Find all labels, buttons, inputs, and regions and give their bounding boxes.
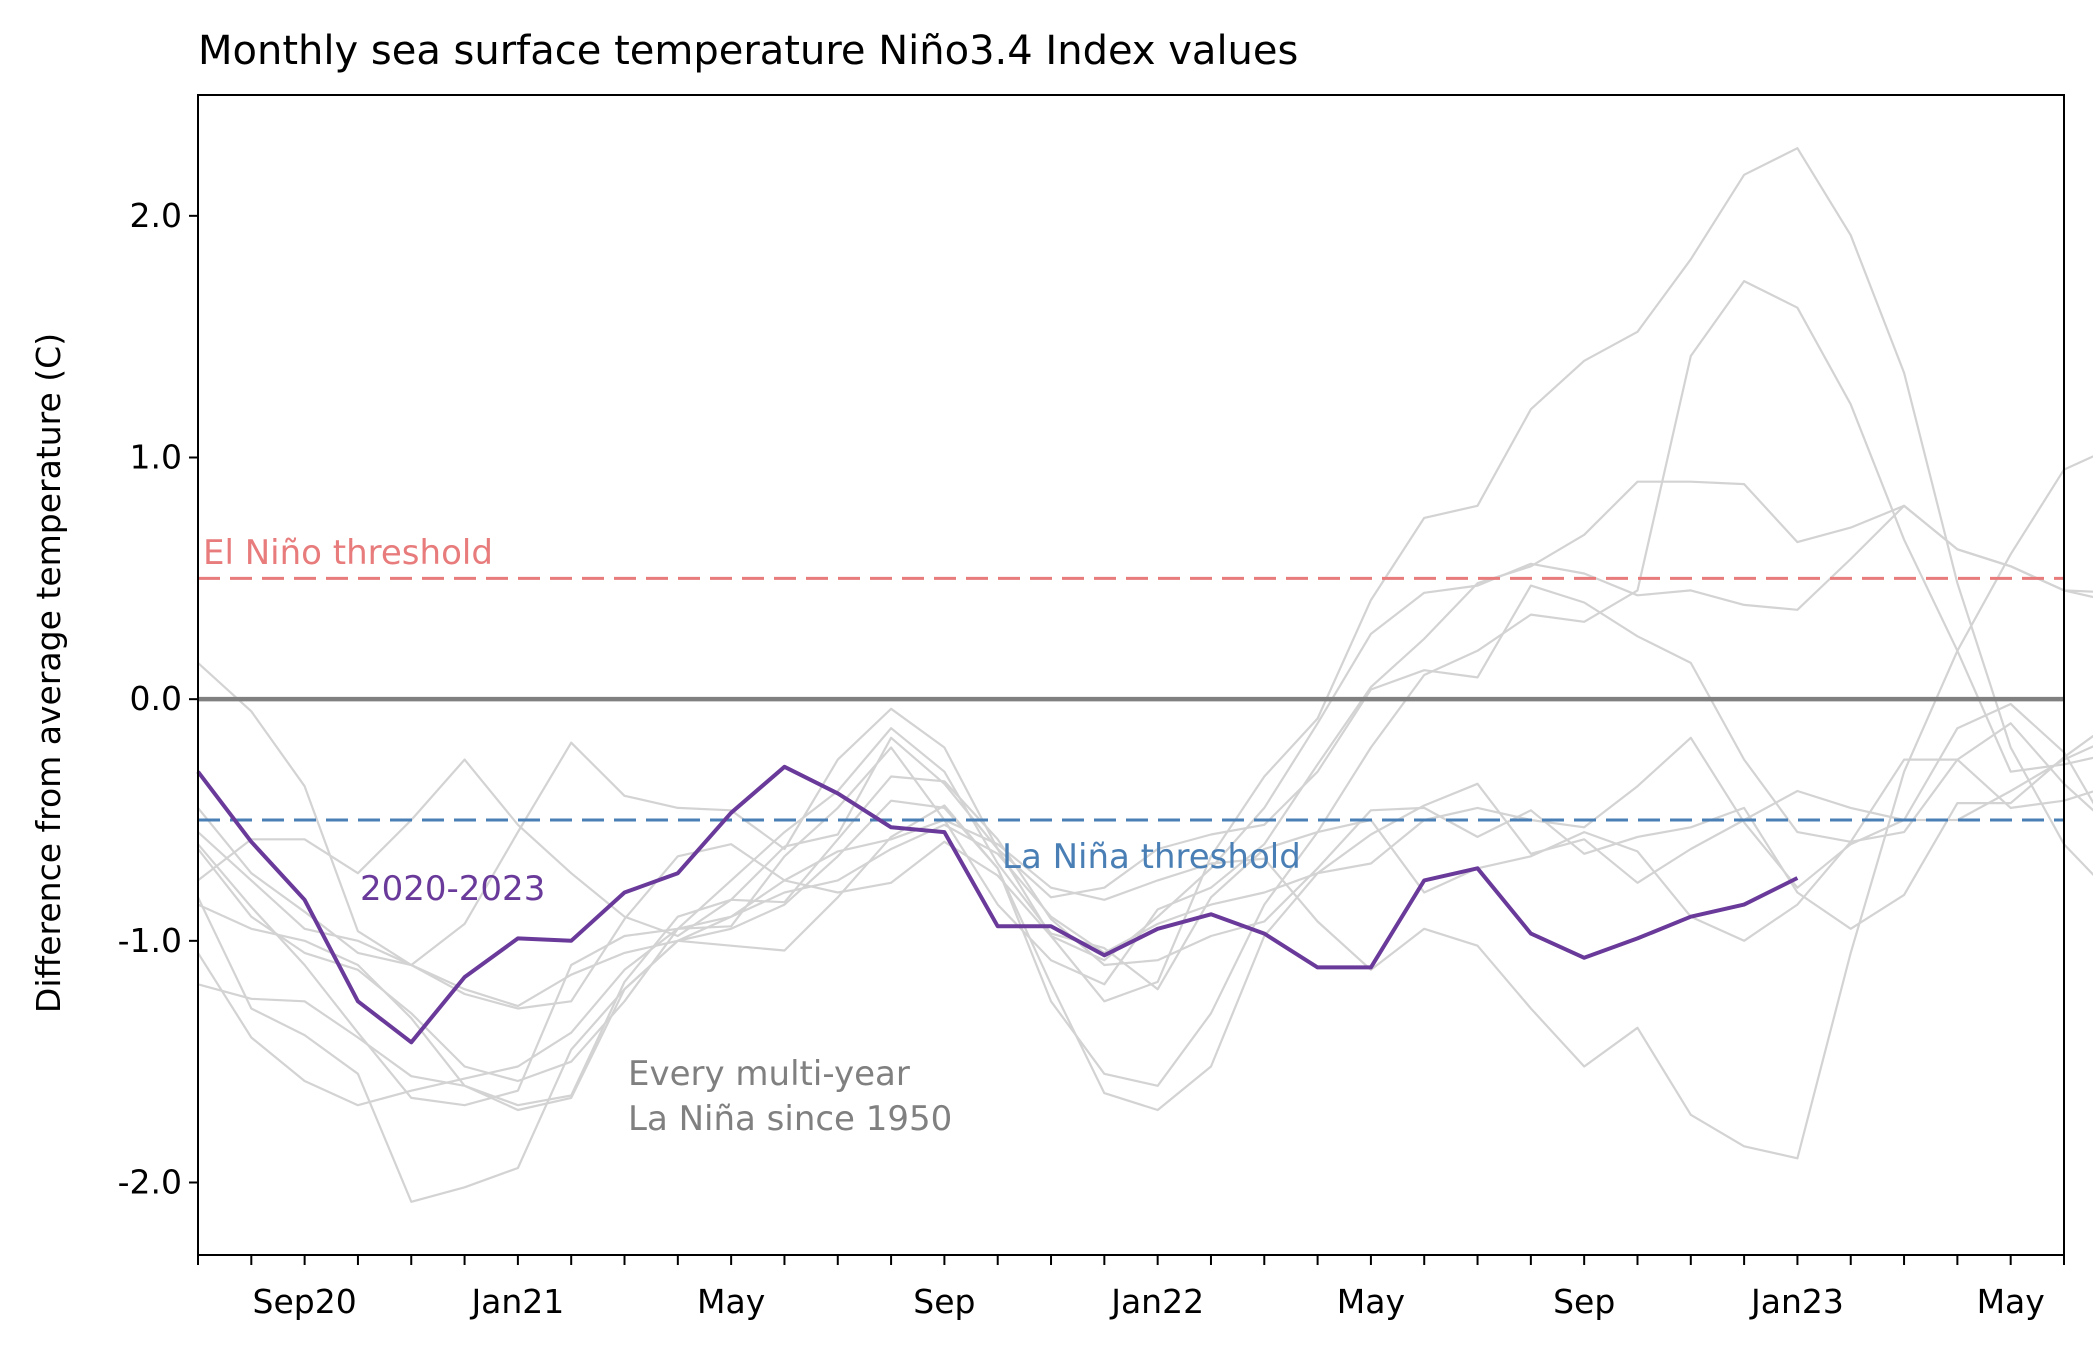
x-tick-label: May [1337, 1282, 1405, 1321]
background-line-7 [197, 702, 2093, 1203]
la-nina-threshold-label: La Niña threshold [1002, 837, 1301, 877]
reference-lines [198, 576, 2064, 822]
x-tick-label: May [1977, 1282, 2045, 1321]
x-tick-label: Jan21 [469, 1282, 564, 1321]
background-line-8 [197, 504, 2093, 1010]
background-lines [197, 147, 2093, 1203]
highlight-series [196, 764, 1799, 1045]
el-nino-threshold-label: El Niño threshold [203, 533, 493, 573]
background-series-label: Every multi-year La Niña since 1950 [628, 1054, 952, 1139]
series-label-2020-2023-line-1: 2020-2023 [360, 869, 545, 909]
y-tick-label: 2.0 [130, 196, 182, 235]
x-tick-label: Jan23 [1749, 1282, 1844, 1321]
background-line-3 [197, 584, 2093, 938]
chart-title: Monthly sea surface temperature Niño3.4 … [198, 28, 1298, 74]
series-line-2020-2023 [196, 764, 1799, 1045]
la-nina-threshold-label-line-1: La Niña threshold [1002, 837, 1301, 877]
background-line-4 [197, 727, 2093, 1083]
series-label-2020-2023: 2020-2023 [360, 869, 545, 909]
background-series-label-line-2: La Niña since 1950 [628, 1099, 952, 1139]
x-tick-label: Sep [913, 1282, 975, 1321]
y-tick-label: -1.0 [118, 921, 182, 960]
y-axis: 2.0 1.0 0.0 -1.0 -2.0 [118, 196, 198, 1202]
background-line-1 [197, 147, 2093, 1003]
annotations: 2020-2023 El Niño threshold La Niña thresh… [203, 533, 1301, 1139]
background-series-label-line-1: Every multi-year [628, 1054, 910, 1094]
background-line-10 [197, 455, 2093, 1160]
x-tick-label: May [697, 1282, 765, 1321]
background-line-9 [197, 280, 2093, 1112]
background-line-6 [197, 734, 2093, 1107]
x-tick-label: Sep [1553, 1282, 1615, 1321]
y-tick-label: 0.0 [130, 679, 182, 718]
background-line-2 [197, 480, 2093, 1107]
y-tick-label: -2.0 [118, 1163, 182, 1202]
x-tick-label: Sep20 [253, 1282, 357, 1321]
x-tick-label: Jan22 [1109, 1282, 1204, 1321]
y-tick-label: 1.0 [130, 438, 182, 477]
background-line-5 [197, 745, 2093, 1107]
el-nino-threshold-label-line-1: El Niño threshold [203, 533, 493, 573]
x-axis: Sep20 Jan21 May Sep Jan22 May Sep Jan23 May [197, 1255, 2065, 1321]
plot-frame [197, 94, 2065, 1256]
y-axis-label: Difference from average temperature (C) [29, 333, 68, 1013]
